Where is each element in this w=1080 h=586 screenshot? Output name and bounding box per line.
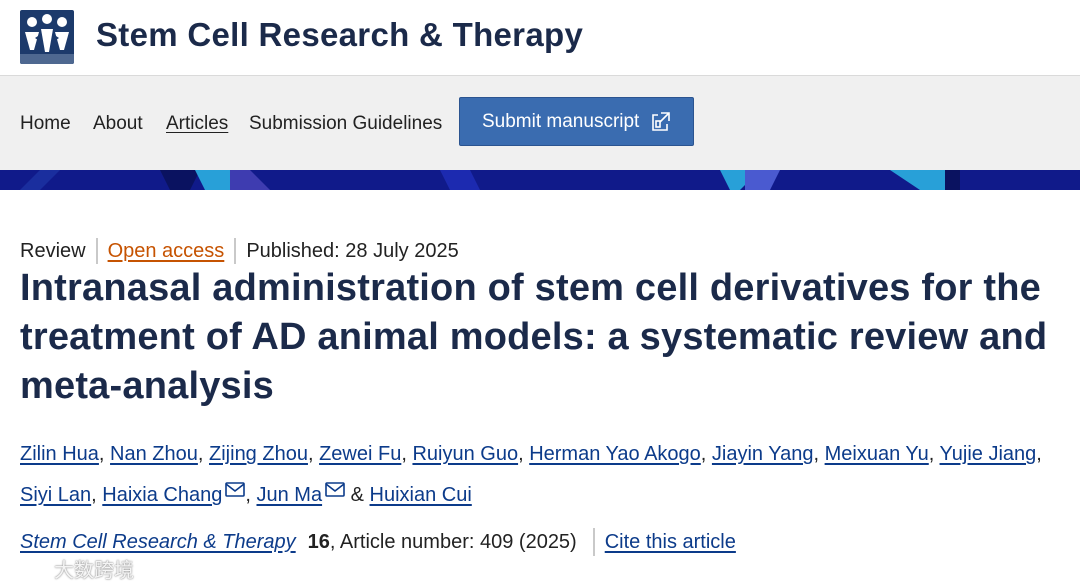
watermark-logo-icon bbox=[22, 558, 48, 580]
author-link[interactable]: Haixia Chang bbox=[102, 484, 223, 506]
citation-divider bbox=[592, 528, 595, 556]
author-separator: , bbox=[307, 443, 320, 465]
author-link[interactable]: Yujie Jiang bbox=[939, 443, 1037, 465]
author-separator: , bbox=[197, 443, 210, 465]
watermark: 大数跨境 bbox=[22, 554, 134, 583]
journal-logo-icon[interactable] bbox=[20, 10, 74, 64]
author-link[interactable]: Zewei Fu bbox=[319, 443, 402, 465]
article-type: Review bbox=[20, 239, 86, 262]
published-date: Published: 28 July 2025 bbox=[246, 239, 459, 262]
email-icon[interactable] bbox=[325, 473, 345, 510]
author-separator: , bbox=[401, 443, 413, 465]
main-nav: Home About Articles Submission Guideline… bbox=[0, 76, 1080, 170]
nav-submission-guidelines[interactable]: Submission Guidelines bbox=[249, 113, 443, 134]
author-separator: , bbox=[518, 443, 530, 465]
author-separator: & bbox=[345, 484, 370, 506]
submit-manuscript-button[interactable]: Submit manuscript bbox=[459, 97, 694, 146]
nav-articles[interactable]: Articles bbox=[166, 113, 229, 134]
journal-title[interactable]: Stem Cell Research & Therapy bbox=[96, 16, 584, 53]
article-number: , Article number: 409 (2025) bbox=[329, 530, 577, 553]
author-link[interactable]: Zijing Zhou bbox=[209, 443, 308, 465]
journal-link[interactable]: Stem Cell Research & Therapy bbox=[20, 530, 296, 553]
decorative-banner bbox=[0, 170, 1080, 190]
author-link[interactable]: Jun Ma bbox=[256, 484, 323, 506]
author-link[interactable]: Jiayin Yang bbox=[711, 443, 814, 465]
author-link[interactable]: Ruiyun Guo bbox=[412, 443, 519, 465]
nav-about[interactable]: About bbox=[93, 113, 143, 134]
author-separator: , bbox=[1036, 443, 1042, 465]
meta-divider bbox=[234, 238, 237, 264]
author-link[interactable]: Siyi Lan bbox=[20, 484, 92, 506]
author-link[interactable]: Nan Zhou bbox=[110, 443, 198, 465]
author-list: Zilin Hua, Nan Zhou, Zijing Zhou, Zewei … bbox=[20, 436, 1060, 514]
author-separator: , bbox=[813, 443, 825, 465]
site-header: Stem Cell Research & Therapy bbox=[0, 0, 1080, 76]
author-separator: , bbox=[928, 443, 940, 465]
logo-base bbox=[20, 54, 74, 64]
author-separator: , bbox=[91, 484, 103, 506]
article-meta: Review Open access Published: 28 July 20… bbox=[20, 238, 459, 264]
open-access-link[interactable]: Open access bbox=[107, 239, 225, 262]
submit-manuscript-label: Submit manuscript bbox=[482, 110, 640, 132]
author-link[interactable]: Herman Yao Akogo bbox=[529, 443, 701, 465]
author-link[interactable]: Meixuan Yu bbox=[824, 443, 929, 465]
nav-home[interactable]: Home bbox=[20, 113, 71, 134]
author-separator: , bbox=[245, 484, 257, 506]
external-link-icon bbox=[649, 111, 671, 133]
volume-number: 16 bbox=[307, 530, 330, 553]
cite-this-article-link[interactable]: Cite this article bbox=[604, 530, 736, 553]
article-title: Intranasal administration of stem cell d… bbox=[20, 267, 1048, 407]
author-link[interactable]: Zilin Hua bbox=[20, 443, 99, 465]
citation-line: Stem Cell Research & Therapy 16 , Articl… bbox=[20, 528, 736, 556]
author-separator: , bbox=[700, 443, 712, 465]
author-link[interactable]: Huixian Cui bbox=[369, 484, 472, 506]
email-icon[interactable] bbox=[225, 473, 246, 510]
watermark-text: 大数跨境 bbox=[54, 560, 134, 582]
meta-divider bbox=[95, 238, 98, 264]
author-separator: , bbox=[98, 443, 111, 465]
